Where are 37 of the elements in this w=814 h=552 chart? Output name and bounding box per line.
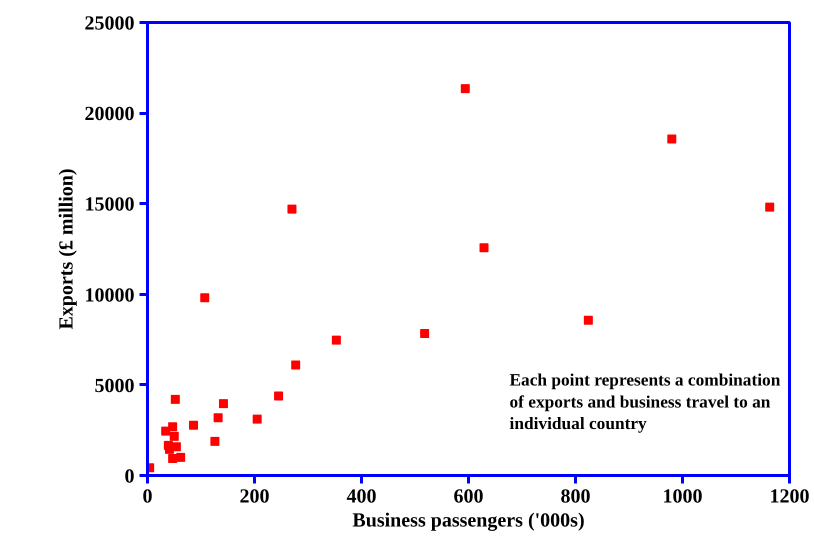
point [200,293,210,302]
point [667,134,676,144]
x-tick-label: 200 [240,486,270,508]
x-tick-label: 1200 [770,486,810,508]
point [291,360,300,370]
point [210,436,220,446]
x-tick-label: 600 [454,486,484,508]
y-tick-label: 20000 [84,103,134,126]
point [420,328,430,338]
x-tick-label: 800 [560,486,590,508]
point [252,414,262,424]
y-tick-label: 25000 [84,12,134,34]
point [161,426,170,436]
point [218,399,228,408]
point [170,432,179,441]
point [765,202,774,212]
x-axis-title: Business passengers ('000s) [352,510,585,532]
x-tick-label: 400 [346,486,376,508]
point [460,84,470,94]
point [480,243,489,252]
y-axis-title: Exports (£ million) [56,168,78,330]
point [584,316,593,325]
point [189,420,198,430]
x-tick-label: 1000 [662,486,702,508]
point [176,452,186,462]
annotation: Each point represents a combination of exports and business travel to an individual country [510,370,781,434]
point [214,413,223,422]
point [287,204,296,214]
x-tick-label: 0 [142,486,152,508]
point [332,336,341,345]
point [168,454,178,463]
y-tick-label: 5000 [94,374,134,397]
point [170,394,180,404]
y-tick-label: 15000 [84,194,134,216]
y-tick-label: 10000 [84,284,134,306]
point [274,391,284,400]
y-tick-label: 0 [124,466,134,488]
